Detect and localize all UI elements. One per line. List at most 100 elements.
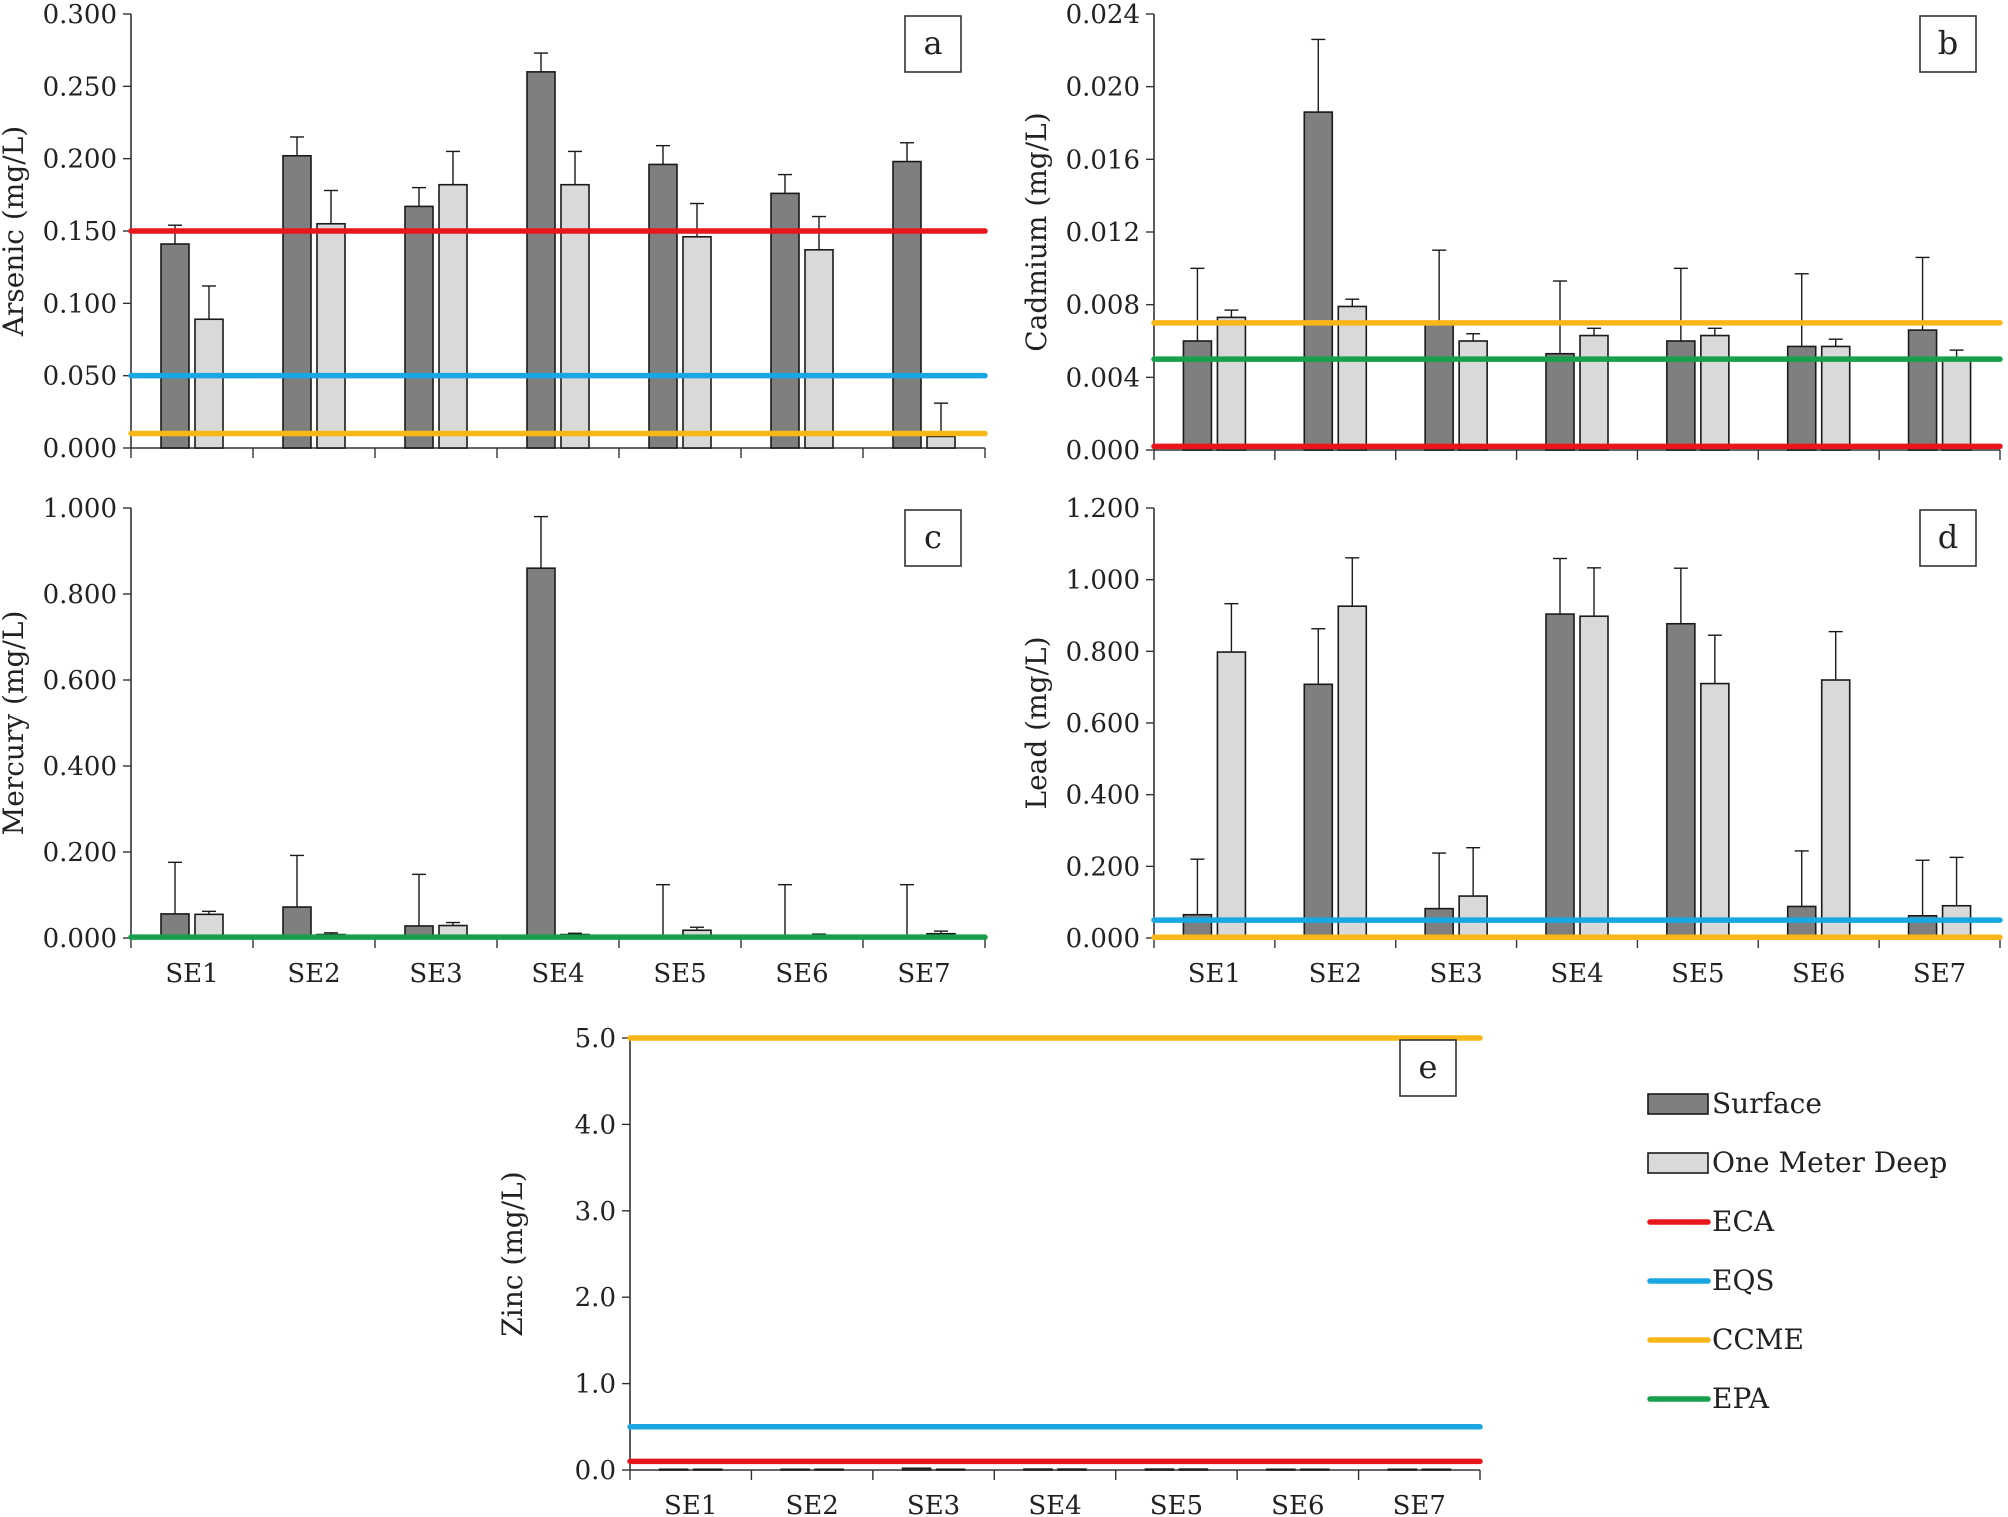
- x-category-label: SE1: [664, 1491, 717, 1517]
- bar-deep-SE4: [1579, 334, 1609, 451]
- y-tick-label: 0.0: [575, 1456, 616, 1486]
- chart-panel-a: 0.000 0.050 0.100 0.150 0.200 0.250 0.300 Arsen…: [0, 0, 988, 464]
- x-category-label: SE6: [1792, 959, 1845, 989]
- bar-deep-SE5: [682, 235, 712, 449]
- bar-deep-SE7: [1941, 356, 1972, 451]
- y-tick-label: 0.150: [43, 217, 117, 247]
- legend: Surface One Meter Deep ECA EQS CCME EPA: [1647, 1087, 1947, 1415]
- x-category-label: SE3: [1429, 959, 1482, 989]
- y-tick-label: 2.0: [575, 1283, 616, 1313]
- panel-label-box: b: [1919, 15, 1977, 73]
- y-tick-label: 0.050: [43, 362, 117, 392]
- bar-surface-SE6: [770, 192, 800, 449]
- legend-label: ECA: [1712, 1205, 1775, 1238]
- legend-swatch: [1647, 1152, 1709, 1174]
- x-category-label: SE2: [1309, 959, 1362, 989]
- bar-surface-SE2: [282, 906, 312, 939]
- bar-surface-SE4: [1545, 352, 1575, 451]
- y-tick-label: 3.0: [575, 1197, 616, 1227]
- bar-deep-SE1: [194, 318, 224, 449]
- bar-deep-SE2: [1337, 605, 1368, 939]
- x-category-label: SE7: [1913, 959, 1966, 989]
- y-tick-label: 0.800: [43, 580, 117, 610]
- bar-deep-SE6: [804, 249, 834, 449]
- y-tick-label: 0.800: [1066, 637, 1140, 667]
- x-category-label: SE6: [775, 959, 828, 989]
- bar-surface-SE3: [1424, 907, 1454, 939]
- bar-deep-SE4: [560, 183, 590, 449]
- bar-surface-SE5: [1666, 622, 1696, 939]
- bar-deep-SE2: [316, 222, 346, 449]
- legend-label: EPA: [1712, 1382, 1770, 1415]
- bar-deep-SE3: [935, 1468, 966, 1471]
- y-tick-label: 4.0: [575, 1110, 616, 1140]
- y-tick-label: 0.400: [43, 752, 117, 782]
- x-category-label: SE7: [897, 959, 950, 989]
- bar-deep-SE7: [1421, 1468, 1452, 1471]
- legend-item-eca: ECA: [1647, 1205, 1775, 1238]
- bar-deep-SE1: [1216, 316, 1247, 451]
- panel-label-box: d: [1919, 509, 1977, 567]
- bar-surface-SE7: [892, 160, 922, 449]
- y-tick-label: 1.0: [575, 1370, 616, 1400]
- x-category-label: SE3: [907, 1491, 960, 1517]
- bar-deep-SE5: [1700, 682, 1730, 939]
- y-tick-label: 0.008: [1066, 291, 1140, 321]
- bar-surface-SE1: [160, 913, 190, 939]
- bar-surface-SE2: [1303, 683, 1334, 939]
- x-category-label: SE5: [1671, 959, 1724, 989]
- y-tick-label: 0.020: [1066, 73, 1140, 103]
- x-category-label: SE2: [785, 1491, 838, 1517]
- y-tick-label: 0.100: [43, 289, 117, 319]
- y-tick-label: 0.004: [1066, 363, 1140, 393]
- y-tick-label: 0.200: [1066, 852, 1140, 882]
- chart-panel-e: 0.0 1.0 2.0 3.0 4.0 5.0 SE1 SE2 SE3 SE4 SE5 SE6 SE7 Z…: [496, 1024, 1483, 1517]
- panel-label-frame: [1399, 1039, 1457, 1097]
- panel-label: b: [1938, 24, 1958, 62]
- bar-surface-SE4: [1023, 1468, 1053, 1471]
- x-category-label: SE4: [531, 959, 584, 989]
- chart-panel-d: 0.000 0.200 0.400 0.600 0.800 1.000 1.200 SE1 SE…: [1020, 494, 2003, 989]
- y-tick-label: 0.250: [43, 72, 117, 102]
- x-category-label: SE5: [1150, 1491, 1203, 1517]
- legend-item-epa: EPA: [1647, 1382, 1770, 1415]
- legend-item-ccme: CCME: [1647, 1323, 1804, 1356]
- bar-deep-SE6: [1820, 345, 1851, 451]
- legend-label: One Meter Deep: [1712, 1146, 1947, 1179]
- bar-deep-SE4: [1579, 615, 1609, 939]
- legend-label: CCME: [1712, 1323, 1804, 1356]
- y-axis-title: Mercury (mg/L): [0, 611, 30, 836]
- y-axis-title: Zinc (mg/L): [496, 1171, 529, 1336]
- bar-deep-SE4: [1057, 1468, 1087, 1471]
- panel-label-frame: [904, 15, 962, 73]
- legend-item-surface: Surface: [1647, 1087, 1822, 1120]
- y-tick-label: 1.200: [1066, 494, 1140, 524]
- y-tick-label: 0.200: [43, 838, 117, 868]
- panel-label-frame: [904, 509, 962, 567]
- x-category-label: SE1: [1188, 959, 1241, 989]
- y-tick-label: 0.000: [1066, 924, 1140, 954]
- legend-label: EQS: [1712, 1264, 1775, 1297]
- y-tick-label: 0.400: [1066, 781, 1140, 811]
- y-tick-label: 0.024: [1066, 0, 1140, 30]
- y-tick-label: 0.016: [1066, 145, 1140, 175]
- bar-deep-SE6: [1820, 679, 1851, 939]
- bar-surface-SE6: [1786, 345, 1817, 451]
- bar-surface-SE4: [526, 567, 556, 939]
- bar-deep-SE7: [926, 435, 956, 449]
- bar-surface-SE1: [160, 243, 190, 449]
- x-category-label: SE4: [1550, 959, 1603, 989]
- bar-surface-SE5: [1144, 1468, 1175, 1471]
- y-tick-label: 1.000: [1066, 566, 1140, 596]
- chart-panel-b: 0.000 0.004 0.008 0.012 0.016 0.020 0.024 Cadmi…: [1020, 0, 2003, 466]
- y-tick-label: 0.012: [1066, 218, 1140, 248]
- x-category-label: SE1: [165, 959, 218, 989]
- bar-surface-SE5: [648, 163, 678, 449]
- x-category-label: SE7: [1393, 1491, 1446, 1517]
- x-category-label: SE6: [1271, 1491, 1324, 1517]
- legend-swatch: [1647, 1093, 1709, 1115]
- panel-label-box: e: [1399, 1039, 1457, 1097]
- panel-label: a: [923, 24, 942, 62]
- y-tick-label: 0.000: [43, 924, 117, 954]
